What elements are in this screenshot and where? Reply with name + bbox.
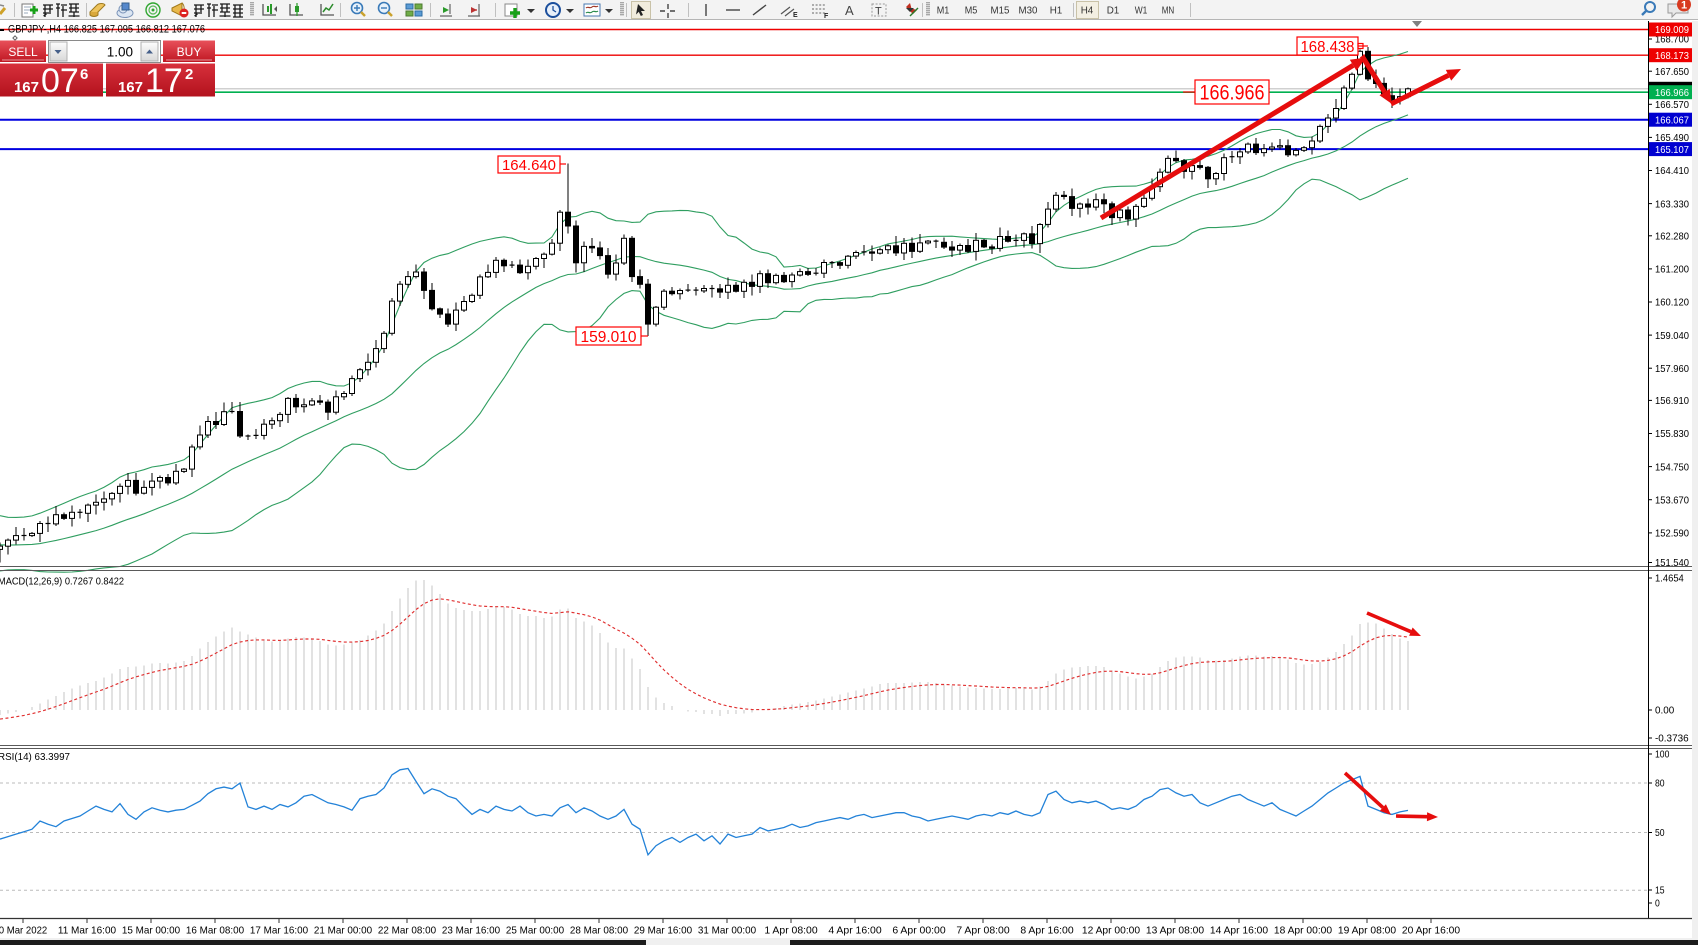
svg-text:21 Mar 00:00: 21 Mar 00:00: [314, 925, 372, 937]
svg-text:19 Apr 08:00: 19 Apr 08:00: [1338, 925, 1396, 937]
svg-text:1: 1: [1681, 0, 1687, 12]
svg-text:160.120: 160.120: [1655, 297, 1689, 309]
svg-text:11 Mar 16:00: 11 Mar 16:00: [58, 925, 116, 937]
svg-text:A: A: [845, 3, 854, 18]
svg-text:1.00: 1.00: [107, 45, 133, 60]
svg-text:162.280: 162.280: [1655, 231, 1689, 243]
svg-text:29 Mar 16:00: 29 Mar 16:00: [634, 925, 692, 937]
svg-text:167: 167: [14, 79, 39, 96]
svg-text:167: 167: [118, 79, 143, 96]
svg-text:W1: W1: [1135, 5, 1148, 17]
svg-text:100: 100: [1655, 749, 1670, 761]
svg-text:15: 15: [1655, 885, 1665, 897]
svg-text:155.830: 155.830: [1655, 428, 1689, 440]
svg-text:M5: M5: [965, 5, 978, 17]
svg-text:-0.3736: -0.3736: [1655, 733, 1689, 745]
svg-text:T: T: [875, 6, 882, 18]
svg-text:164.640: 164.640: [502, 157, 556, 174]
svg-text:169.009: 169.009: [1655, 24, 1689, 36]
svg-text:1.4654: 1.4654: [1655, 573, 1684, 585]
svg-text:F: F: [824, 13, 829, 20]
svg-text:6: 6: [80, 66, 88, 83]
svg-text:SELL: SELL: [8, 45, 38, 59]
svg-text:164.410: 164.410: [1655, 165, 1689, 177]
svg-text:159.040: 159.040: [1655, 330, 1689, 342]
svg-text:151.540: 151.540: [1655, 557, 1689, 569]
svg-text:2: 2: [185, 66, 193, 83]
svg-text:167.650: 167.650: [1655, 66, 1689, 78]
svg-text:14 Apr 16:00: 14 Apr 16:00: [1210, 925, 1268, 937]
svg-text:BUY: BUY: [177, 45, 202, 59]
svg-text:165.490: 165.490: [1655, 132, 1689, 144]
svg-text:161.200: 161.200: [1655, 264, 1689, 276]
svg-text:17 Mar 16:00: 17 Mar 16:00: [250, 925, 308, 937]
svg-text:6 Apr 00:00: 6 Apr 00:00: [892, 925, 946, 937]
svg-text:80: 80: [1655, 778, 1665, 790]
svg-text:7 Apr 08:00: 7 Apr 08:00: [956, 925, 1010, 937]
svg-text:M15: M15: [991, 5, 1010, 17]
svg-text:0: 0: [1655, 898, 1660, 910]
svg-text:159.010: 159.010: [581, 329, 637, 346]
svg-text:31 Mar 00:00: 31 Mar 00:00: [698, 925, 756, 937]
svg-text:165.107: 165.107: [1655, 144, 1689, 156]
svg-text:154.750: 154.750: [1655, 461, 1689, 473]
svg-text:H1: H1: [1050, 5, 1063, 17]
svg-text:156.910: 156.910: [1655, 395, 1689, 407]
svg-text:153.670: 153.670: [1655, 494, 1689, 506]
svg-text:15 Mar 00:00: 15 Mar 00:00: [122, 925, 180, 937]
svg-text:MACD(12,26,9) 0.7267 0.8422: MACD(12,26,9) 0.7267 0.8422: [0, 576, 124, 588]
svg-text:22 Mar 08:00: 22 Mar 08:00: [378, 925, 436, 937]
svg-text:168.438: 168.438: [1301, 39, 1355, 56]
svg-text:12 Apr 00:00: 12 Apr 00:00: [1082, 925, 1140, 937]
svg-text:17: 17: [145, 62, 183, 100]
svg-text:MN: MN: [1162, 5, 1175, 17]
svg-text:18 Apr 00:00: 18 Apr 00:00: [1274, 925, 1332, 937]
svg-text:152.590: 152.590: [1655, 528, 1689, 540]
svg-text:8 Apr 16:00: 8 Apr 16:00: [1020, 925, 1074, 937]
svg-text:166.966: 166.966: [1200, 82, 1265, 105]
svg-text:20 Apr 16:00: 20 Apr 16:00: [1402, 925, 1460, 937]
svg-text:M1: M1: [937, 5, 950, 17]
svg-text:168.700: 168.700: [1655, 34, 1689, 46]
svg-text:168.173: 168.173: [1655, 50, 1689, 62]
svg-text:13 Apr 08:00: 13 Apr 08:00: [1146, 925, 1204, 937]
svg-text:GBPJPY-,H4 166.825 167.095 16: GBPJPY-,H4 166.825 167.095 166.812 167.0…: [8, 24, 205, 36]
svg-text:07: 07: [41, 62, 79, 100]
svg-text:166.966: 166.966: [1655, 87, 1689, 99]
svg-text:D1: D1: [1107, 5, 1120, 17]
svg-text:0 Mar 2022: 0 Mar 2022: [0, 925, 47, 937]
svg-text:M30: M30: [1019, 5, 1038, 17]
svg-text:0.00: 0.00: [1655, 705, 1674, 717]
svg-text:RSI(14) 63.3997: RSI(14) 63.3997: [0, 751, 70, 763]
svg-text:H4: H4: [1081, 5, 1094, 17]
svg-text:166.570: 166.570: [1655, 99, 1689, 111]
svg-text:E: E: [793, 12, 798, 19]
svg-text:4 Apr 16:00: 4 Apr 16:00: [828, 925, 882, 937]
svg-text:1 Apr 08:00: 1 Apr 08:00: [764, 925, 818, 937]
svg-text:25 Mar 00:00: 25 Mar 00:00: [506, 925, 564, 937]
svg-text:163.330: 163.330: [1655, 198, 1689, 210]
svg-text:50: 50: [1655, 827, 1665, 839]
svg-text:23 Mar 16:00: 23 Mar 16:00: [442, 925, 500, 937]
svg-text:166.067: 166.067: [1655, 114, 1689, 126]
svg-text:157.960: 157.960: [1655, 363, 1689, 375]
svg-text:28 Mar 08:00: 28 Mar 08:00: [570, 925, 628, 937]
svg-text:16 Mar 08:00: 16 Mar 08:00: [186, 925, 244, 937]
